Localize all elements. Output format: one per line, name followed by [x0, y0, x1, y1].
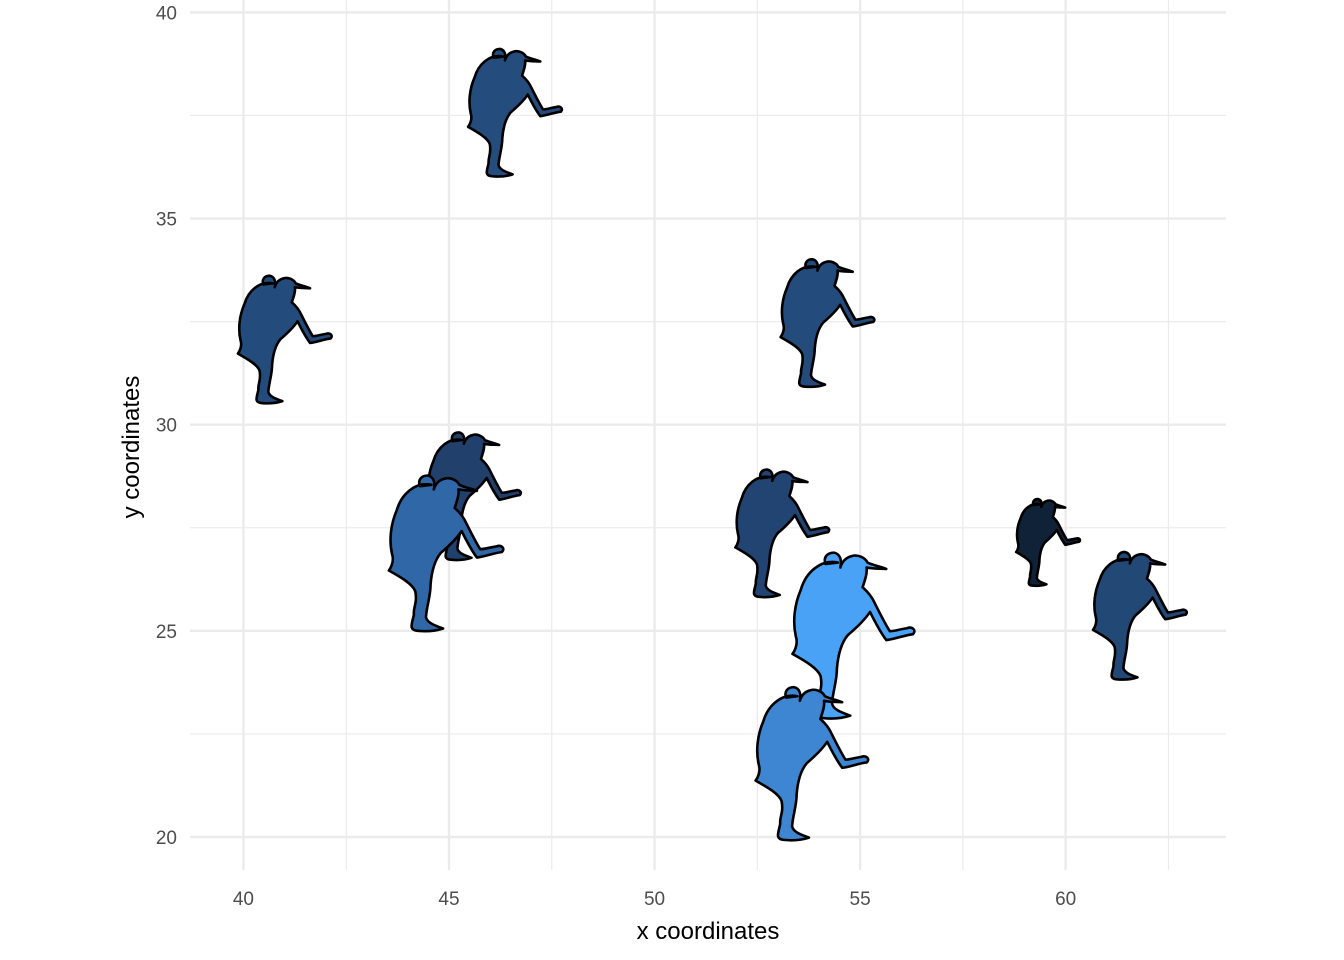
pitcher-point-icon — [756, 687, 869, 840]
y-tick-label: 40 — [156, 3, 177, 24]
plot-panel — [190, 0, 1226, 870]
y-tick-label: 35 — [156, 210, 177, 231]
pitcher-point-icon — [1093, 552, 1187, 680]
pitcher-point-icon — [1016, 499, 1080, 586]
y-axis-title: y coordinates — [118, 376, 145, 519]
y-tick-label: 25 — [156, 622, 177, 643]
x-axis-tick-labels: 40 45 50 55 60 — [233, 889, 1076, 910]
x-tick-label: 55 — [850, 889, 871, 910]
data-points — [238, 49, 1187, 840]
y-tick-label: 20 — [156, 828, 177, 849]
x-tick-label: 45 — [438, 889, 459, 910]
major-gridlines — [190, 0, 1226, 870]
x-tick-label: 60 — [1055, 889, 1076, 910]
x-tick-label: 50 — [644, 889, 665, 910]
x-tick-label: 40 — [233, 889, 254, 910]
y-tick-label: 30 — [156, 416, 177, 437]
x-axis-title: x coordinates — [637, 918, 780, 945]
pitcher-point-icon — [468, 49, 562, 177]
pitcher-point-icon — [238, 276, 332, 404]
minor-gridlines — [190, 0, 1226, 870]
y-axis-tick-labels: 20 25 30 35 40 — [156, 3, 177, 849]
